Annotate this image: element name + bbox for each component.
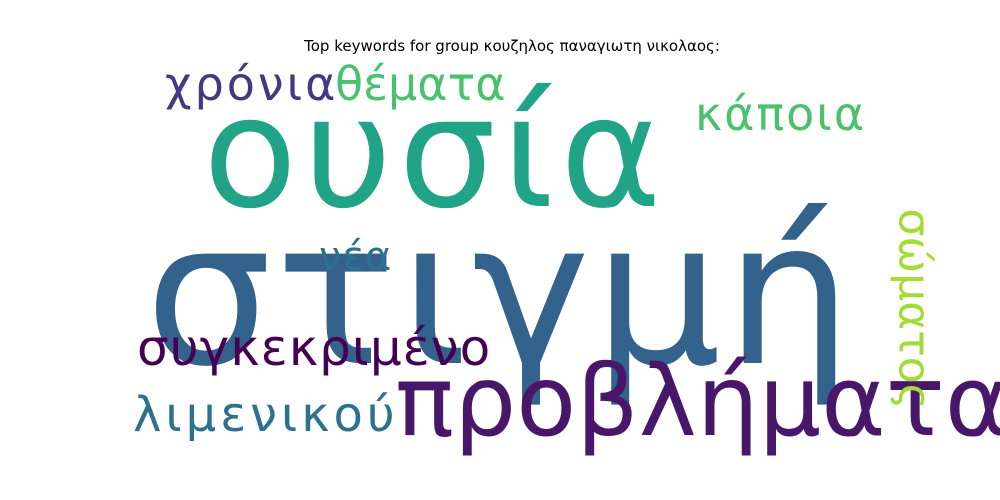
- word-provlimata: προβλήματα: [395, 345, 1000, 459]
- word-nea: νέα: [319, 234, 393, 280]
- figure-title: Top keywords for group κουζηλος παναγιωτ…: [304, 37, 720, 55]
- word-ousia: ουσία: [203, 64, 668, 243]
- word-themata: θέματα: [335, 57, 506, 111]
- word-chronia: χρόνια: [165, 57, 339, 111]
- word-stigmi: στιγμή: [145, 178, 857, 411]
- word-limenikou: λιμενικού: [133, 387, 399, 443]
- word-somatos: σώματος: [888, 208, 940, 410]
- word-cloud: στιγμή ουσία προβλήματα συγκεκριμένο λιμ…: [125, 55, 1000, 455]
- word-sygkekrimeno: συγκεκριμένο: [137, 319, 492, 377]
- word-kapoia: κάποια: [695, 87, 867, 141]
